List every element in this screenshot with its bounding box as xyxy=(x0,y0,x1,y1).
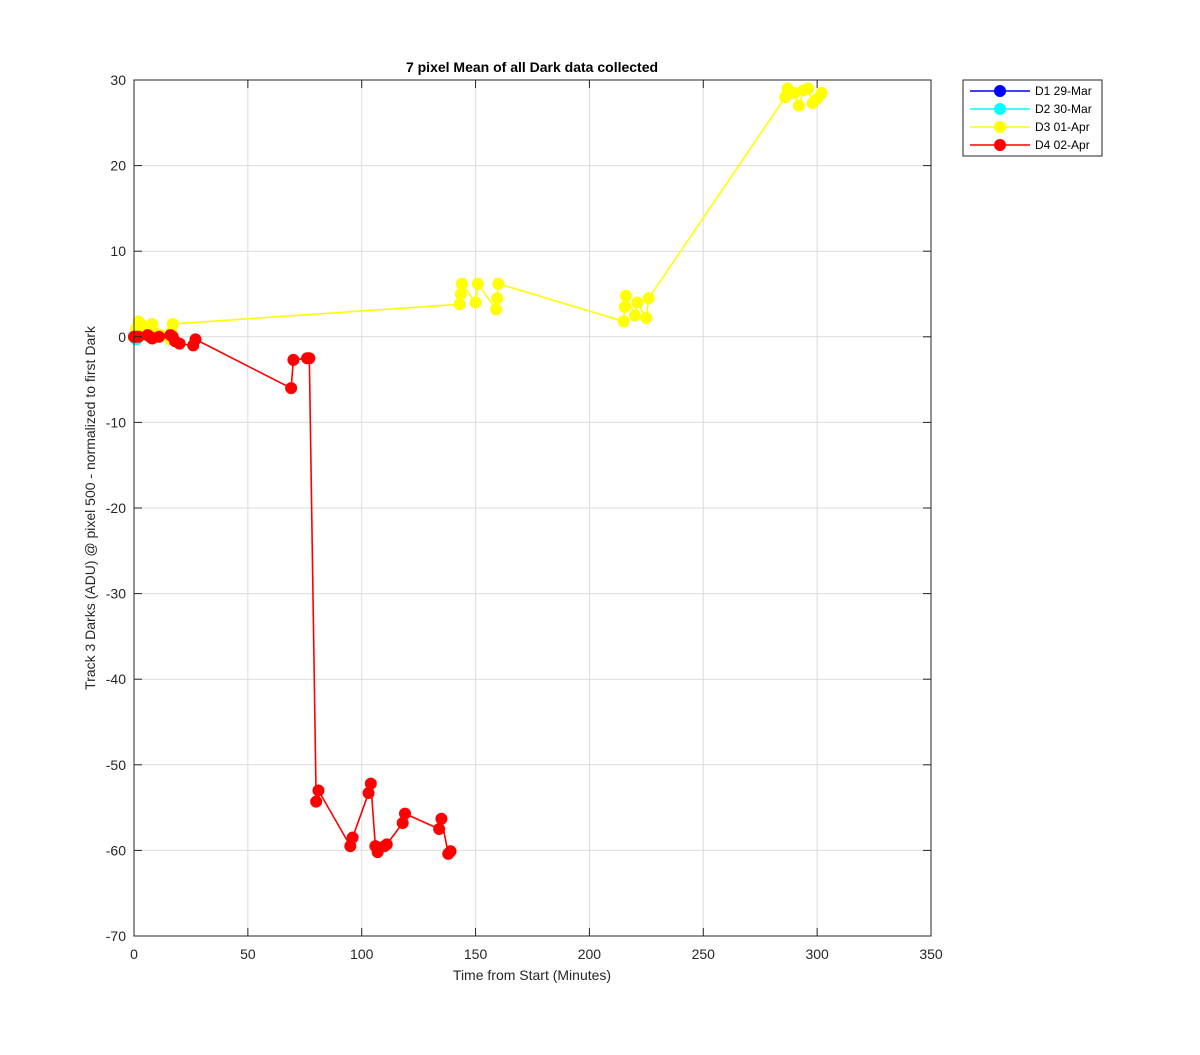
legend-box xyxy=(962,79,1103,157)
data-point xyxy=(471,277,484,290)
data-point xyxy=(433,823,446,835)
y-tick-label: -60 xyxy=(106,842,126,858)
data-point xyxy=(454,288,467,300)
series-4 xyxy=(128,329,457,860)
x-tick-label: 300 xyxy=(805,946,829,962)
series-group xyxy=(128,82,828,860)
y-tick-label: 20 xyxy=(110,158,126,174)
x-tick-label: 150 xyxy=(464,946,488,962)
y-tick-label: 10 xyxy=(110,243,126,259)
y-tick-label: -50 xyxy=(106,757,126,773)
data-point xyxy=(490,303,503,316)
x-tick-label: 100 xyxy=(350,946,374,962)
legend-label: D4 02-Apr xyxy=(1035,138,1090,152)
data-point xyxy=(640,311,653,324)
y-tick-label: -20 xyxy=(106,500,126,516)
legend-marker xyxy=(994,85,1006,97)
data-point xyxy=(285,382,298,395)
legend-label: D1 29-Mar xyxy=(1035,84,1092,98)
data-point xyxy=(628,309,641,322)
data-point xyxy=(303,352,316,365)
legend-marker xyxy=(994,139,1006,151)
data-point xyxy=(619,289,632,302)
y-axis-label: Track 3 Darks (ADU) @ pixel 500 - normal… xyxy=(82,325,98,690)
legend-marker xyxy=(994,121,1006,133)
data-point xyxy=(491,292,504,305)
data-point xyxy=(398,807,411,820)
data-point xyxy=(802,82,815,95)
data-point xyxy=(189,333,202,346)
data-point xyxy=(469,296,482,309)
data-point xyxy=(346,831,359,844)
data-point xyxy=(444,845,457,858)
data-point xyxy=(492,277,505,290)
y-tick-label: -30 xyxy=(106,586,126,602)
data-point xyxy=(287,353,300,366)
data-point xyxy=(618,300,631,313)
data-point xyxy=(642,292,655,305)
legend-label: D3 01-Apr xyxy=(1035,120,1090,134)
data-point xyxy=(380,838,393,851)
legend-label: D2 30-Mar xyxy=(1035,102,1092,116)
x-tick-label: 250 xyxy=(692,946,716,962)
legend: D1 29-Mar D2 30-Mar D3 01-Apr D4 02-Apr xyxy=(962,79,1103,157)
data-point xyxy=(453,298,466,311)
data-point xyxy=(166,317,179,330)
y-tick-label: 30 xyxy=(110,72,126,88)
y-tick-label: 0 xyxy=(118,329,126,345)
y-tick-label: -10 xyxy=(106,414,126,430)
legend-marker xyxy=(994,103,1006,115)
data-point xyxy=(455,277,468,290)
x-tick-label: 50 xyxy=(240,946,256,962)
data-point xyxy=(435,812,448,825)
legend-item: D3 01-Apr xyxy=(970,120,1090,134)
data-point xyxy=(792,99,805,112)
data-point xyxy=(312,784,325,797)
legend-item: D4 02-Apr xyxy=(970,138,1090,152)
data-point xyxy=(631,296,644,309)
legend-item: D1 29-Mar xyxy=(970,84,1092,98)
data-point xyxy=(173,337,186,350)
x-axis-label: Time from Start (Minutes) xyxy=(453,967,611,983)
y-tick-label: -70 xyxy=(106,928,126,944)
chart-title: 7 pixel Mean of all Dark data collected xyxy=(406,59,658,75)
x-tick-label: 350 xyxy=(919,946,943,962)
legend-item: D2 30-Mar xyxy=(970,102,1092,116)
ticks: 0 50 100 150 200 250 300 350-70-60-50-40-30-20-… xyxy=(106,72,943,962)
y-tick-label: -40 xyxy=(106,671,126,687)
x-tick-label: 0 xyxy=(130,946,138,962)
data-point xyxy=(310,795,323,808)
data-point xyxy=(815,86,828,99)
x-tick-label: 200 xyxy=(578,946,602,962)
data-point xyxy=(364,777,377,790)
data-point xyxy=(617,315,630,328)
data-point xyxy=(153,330,166,343)
